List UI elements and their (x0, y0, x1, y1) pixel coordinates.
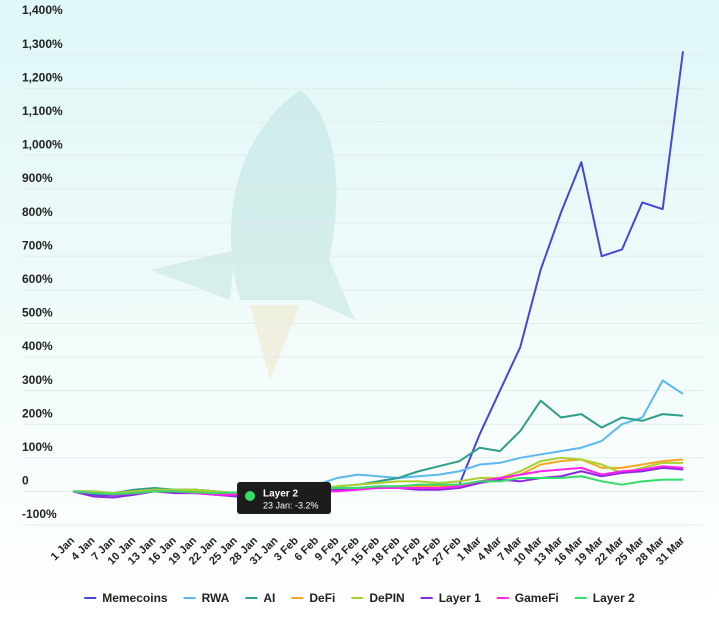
y-tick-label: 1,200% (22, 70, 63, 84)
y-tick-label: 800% (22, 205, 53, 219)
legend-label: Memecoins (102, 591, 168, 605)
y-tick-label: 0 (22, 474, 29, 488)
tooltip-dot (245, 491, 255, 501)
y-tick-label: 1,400% (22, 3, 63, 17)
y-tick-label: 700% (22, 238, 53, 252)
legend-label: DePIN (369, 591, 404, 605)
y-tick-label: -100% (22, 507, 57, 521)
tooltip-title: Layer 2 (263, 489, 298, 500)
series-line (72, 475, 683, 496)
tooltip-text: 23 Jan: -3.2% (263, 500, 319, 510)
y-tick-label: 300% (22, 373, 53, 387)
tooltip-box (237, 482, 331, 514)
legend: Memecoins RWA AI DeFi DePIN Layer 1 GameFi Laye… (84, 591, 635, 605)
legend-label: AI (263, 591, 275, 605)
y-tick-label: 600% (22, 272, 53, 286)
y-tick-label: 1,300% (22, 37, 63, 51)
legend-label: RWA (202, 591, 230, 605)
legend-label: Layer 1 (439, 591, 481, 605)
legend-label: DeFi (309, 591, 335, 605)
y-tick-label: 100% (22, 440, 53, 454)
series-line (72, 379, 684, 495)
y-tick-label: 500% (22, 306, 53, 320)
y-tick-label: 200% (22, 406, 53, 420)
legend-label: Layer 2 (593, 591, 635, 605)
y-tick-label: 900% (22, 171, 53, 185)
y-tick-label: 400% (22, 339, 53, 353)
watermark (150, 90, 355, 380)
y-tick-label: 1,000% (22, 138, 63, 152)
legend-label: GameFi (515, 591, 559, 605)
y-tick-label: 1,100% (22, 104, 63, 118)
series-line (73, 456, 683, 495)
